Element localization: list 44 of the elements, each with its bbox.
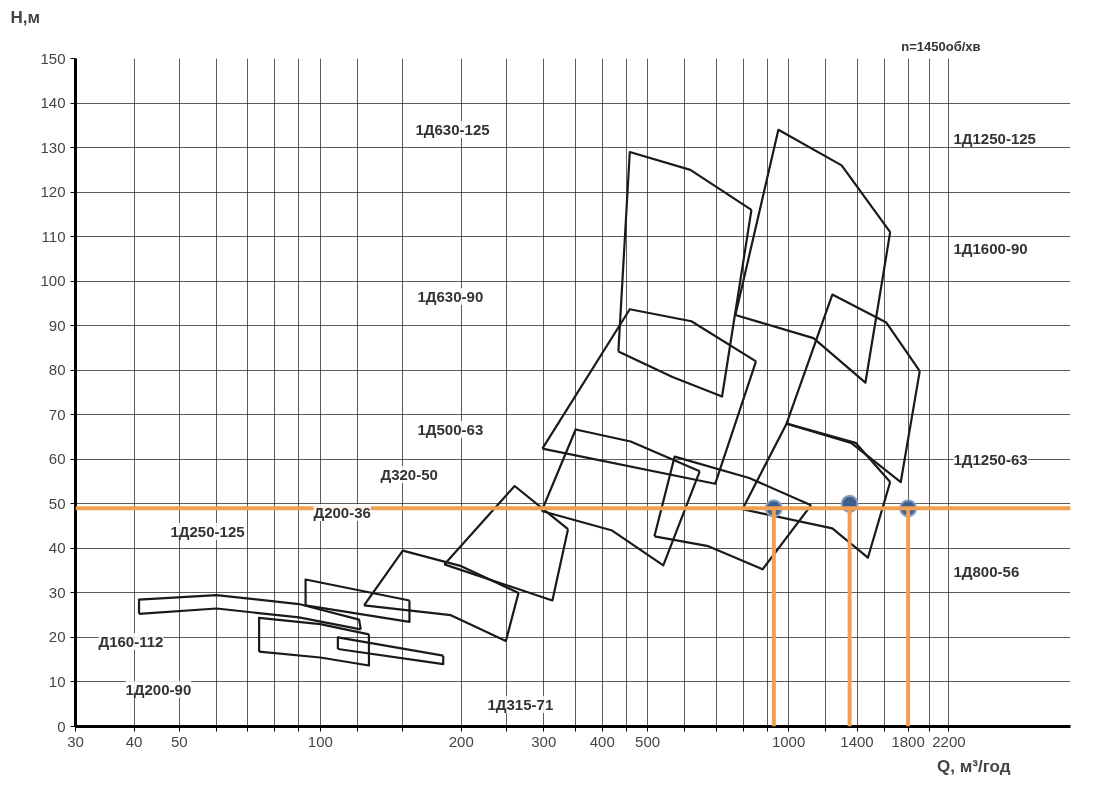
x-tick-label: 1000 — [771, 732, 806, 750]
y-tick-label: 60 — [48, 450, 66, 468]
y-tick-label: 80 — [48, 361, 66, 379]
y-tick-label: 110 — [41, 227, 66, 245]
y-tick-label: 130 — [40, 138, 66, 156]
annotation: 1Д1600-90 — [953, 240, 1028, 257]
y-axis-title: H,м — [10, 7, 41, 27]
text: n=1450об/хв — [901, 38, 981, 54]
annotation: 1Д315-71 — [487, 696, 554, 713]
y-tick-label: 40 — [48, 539, 66, 557]
x-tick-label: 1800 — [891, 732, 925, 750]
x-tick-label: 2200 — [932, 732, 966, 750]
y-tick-label: 10 — [48, 672, 66, 690]
annotation: 1Д1250-63 — [953, 451, 1028, 468]
x-tick-label: 100 — [307, 732, 333, 750]
y-tick-label: 30 — [48, 583, 66, 601]
y-tick-label: 20 — [48, 628, 66, 646]
x-tick-label: 30 — [67, 732, 84, 750]
y-tick-label: 150 — [40, 49, 66, 67]
y-tick-label: 50 — [48, 494, 66, 512]
y-tick-label: 0 — [57, 717, 66, 735]
x-tick-label: 40 — [125, 732, 143, 750]
annotation: Д200-36 — [313, 504, 371, 521]
x-tick-label: 500 — [635, 732, 661, 750]
annotation: 1Д500-63 — [417, 421, 484, 438]
x-axis-title: Q, м³/год — [937, 756, 1011, 776]
x-tick-label: 400 — [589, 732, 615, 750]
y-tick-label: 140 — [40, 94, 66, 112]
annotation: 1Д630-90 — [417, 288, 484, 305]
annotation: 1Д1250-125 — [953, 130, 1036, 147]
y-tick-label: 70 — [48, 405, 66, 423]
y-tick-label: 90 — [48, 316, 66, 334]
annotation: 1Д630-125 — [415, 121, 490, 138]
y-tick-label: 100 — [40, 272, 66, 290]
annotation: Д160-112 — [98, 633, 164, 650]
y-tick-label: 120 — [40, 183, 66, 201]
annotation: 1Д250-125 — [170, 523, 245, 540]
x-tick-label: 1400 — [840, 732, 874, 750]
x-tick-label: 50 — [171, 732, 188, 750]
x-tick-label: 300 — [531, 732, 557, 750]
annotation: 1Д200-90 — [125, 681, 192, 698]
annotation: 1Д800-56 — [953, 563, 1020, 580]
x-tick-label: 200 — [448, 732, 474, 750]
annotation: Д320-50 — [380, 466, 438, 483]
